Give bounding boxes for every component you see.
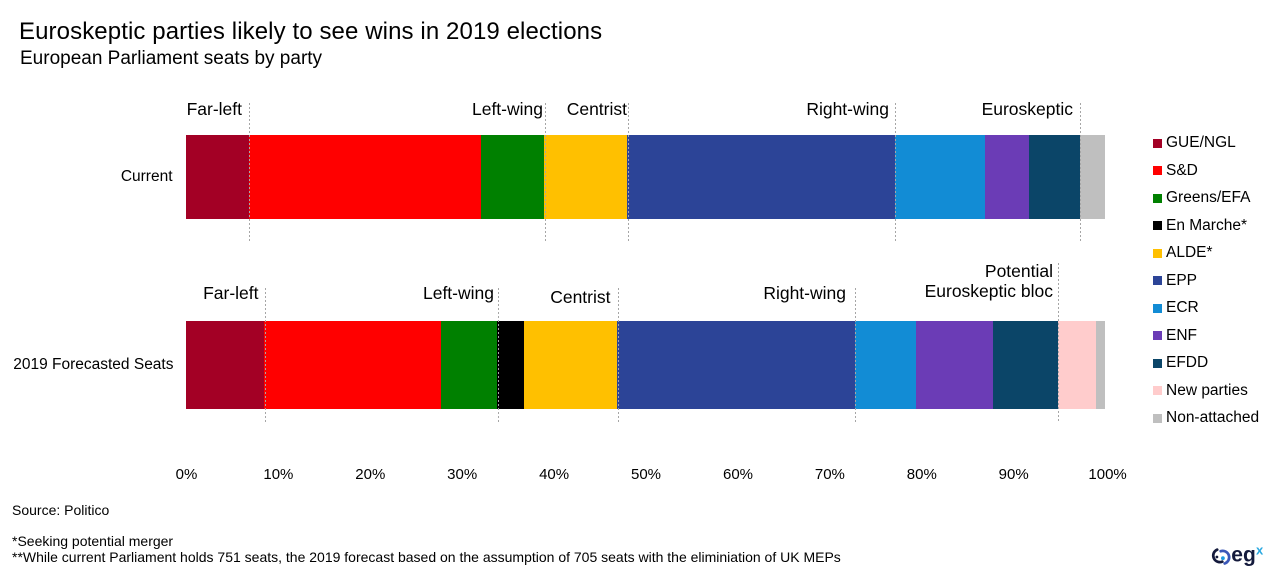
svg-text:x: x: [1256, 543, 1264, 558]
svg-text:eg: eg: [1231, 543, 1256, 566]
